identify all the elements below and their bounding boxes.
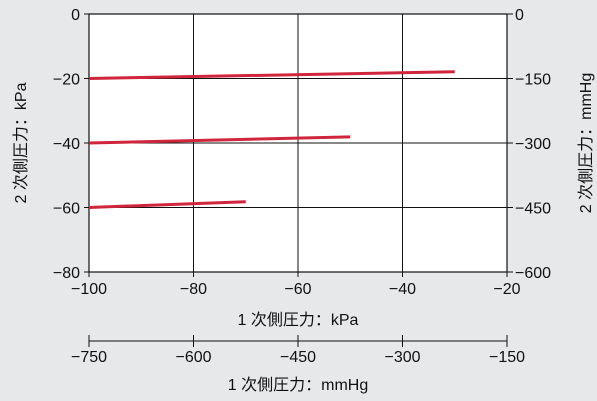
y2-tick-label: −150 — [515, 72, 551, 89]
x2-tick-label: −150 — [489, 349, 525, 366]
x-tick-label: −20 — [493, 281, 520, 298]
y-tick-label: −80 — [53, 265, 80, 282]
y2-tick-labels: 0 −150 −300 −450 −600 — [507, 7, 551, 282]
y-axis-title: 2 次側圧力：kPa — [12, 82, 30, 203]
x2-tick-label: −600 — [175, 349, 211, 366]
y2-axis-title: 2 次側圧力：mmHg — [577, 73, 595, 213]
y-tick-label: −20 — [53, 72, 80, 89]
x2-tick-label: −750 — [71, 349, 107, 366]
y2-tick-label: −600 — [515, 265, 551, 282]
y2-tick-label: 0 — [515, 7, 524, 24]
x2-axis-title: 1 次側圧力：mmHg — [228, 376, 368, 394]
x-tick-label: −80 — [180, 281, 207, 298]
series-group — [88, 70, 455, 209]
x-tick-label: −40 — [389, 281, 416, 298]
y-tick-labels: 0 −20 −40 −60 −80 — [53, 7, 89, 282]
x-tick-labels: −100 −80 −60 −40 −20 — [71, 272, 521, 298]
y-tick-label: −40 — [53, 136, 80, 153]
series-line-1 — [88, 70, 455, 80]
series-line-2 — [88, 135, 351, 145]
series-line-3 — [88, 200, 246, 209]
x2-tick-label: −450 — [280, 349, 316, 366]
x-axis-title: 1 次側圧力：kPa — [238, 311, 359, 329]
y2-tick-label: −300 — [515, 136, 551, 153]
y2-tick-label: −450 — [515, 201, 551, 218]
y-tick-label: −60 — [53, 201, 80, 218]
x-tick-label: −60 — [284, 281, 311, 298]
y-tick-label: 0 — [71, 7, 80, 24]
x-tick-label: −100 — [71, 281, 107, 298]
secondary-x-axis: −750 −600 −450 −300 −150 — [71, 335, 525, 366]
x2-tick-label: −300 — [384, 349, 420, 366]
